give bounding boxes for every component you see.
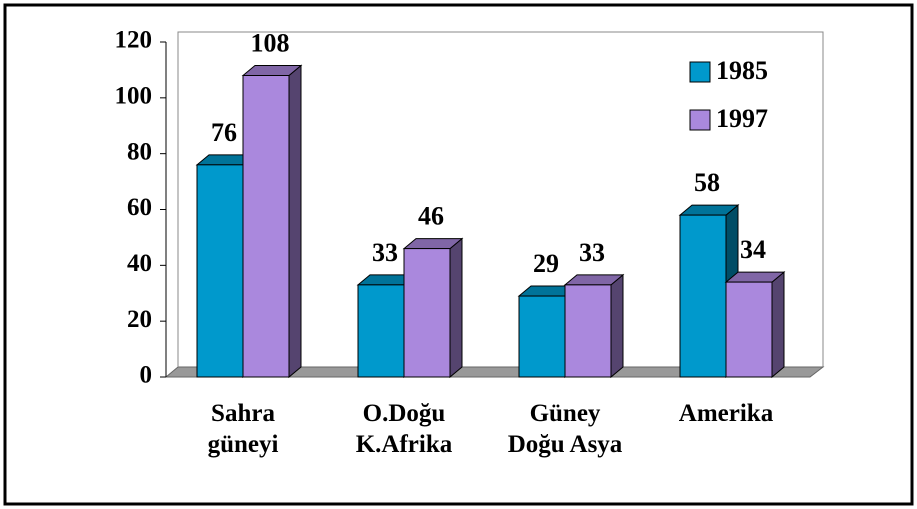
y-tick-label: 100 [115,83,153,110]
value-label: 76 [211,118,237,147]
bar [196,164,244,378]
legend-label: 1985 [716,56,768,85]
y-tick-label: 120 [115,27,153,54]
x-tick-label: Sahra güneyi [207,400,279,458]
value-label: 33 [579,238,605,267]
bar [403,248,451,378]
y-tick-label: 0 [140,362,153,389]
bar-side [449,237,463,379]
x-tick-label: Güney Doğu Asya [507,400,623,458]
value-label: 34 [740,235,766,264]
y-tick-label: 40 [127,250,152,277]
bar [357,284,405,378]
value-label: 108 [251,28,290,57]
y-tick-label: 80 [127,138,152,165]
bar-side [610,273,624,379]
bar-side [288,64,302,379]
legend-swatch [689,61,711,83]
bar [725,281,773,378]
value-label: 33 [372,238,398,267]
legend-label: 1997 [716,104,768,133]
bar-side [771,271,785,379]
bar [242,75,290,378]
legend-swatch [689,109,711,131]
bar [679,214,727,378]
bar [518,295,566,378]
value-label: 58 [694,168,720,197]
value-label: 46 [418,202,444,231]
value-label: 29 [533,249,559,278]
bar [564,284,612,378]
y-tick-label: 60 [127,194,152,221]
x-tick-label: O.Doğu K.Afrika [355,400,453,458]
y-tick-label: 20 [127,306,152,333]
x-tick-label: Amerika [678,400,774,427]
